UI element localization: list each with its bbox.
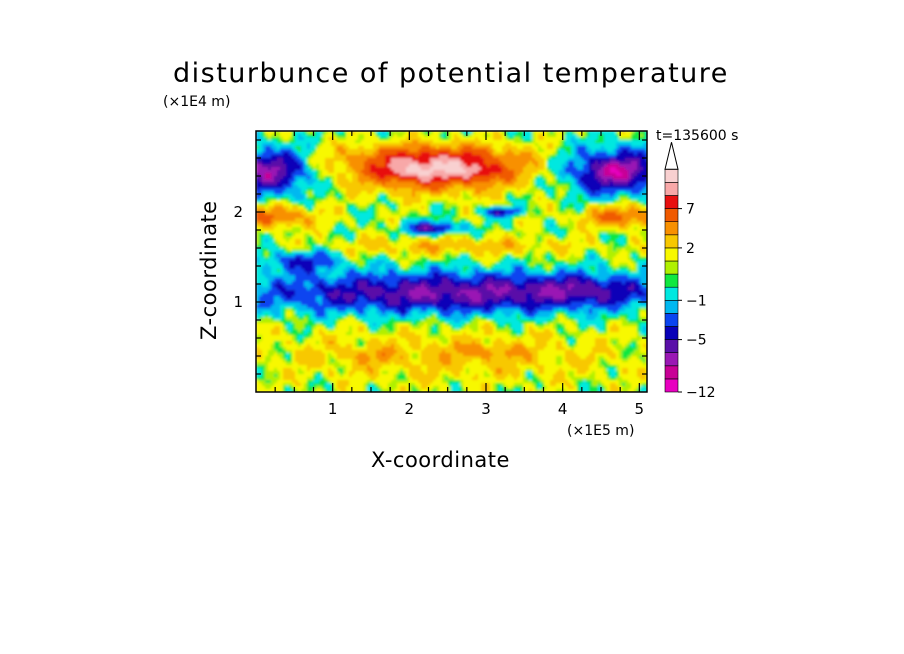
- colorbar-cell: [664, 260, 679, 275]
- x-axis-label: X-coordinate: [371, 448, 510, 472]
- colorbar-tick-label: −1: [686, 293, 707, 309]
- colorbar-tick-label: −5: [686, 333, 707, 349]
- plot-frame: [255, 130, 648, 393]
- colorbar-cell: [664, 326, 679, 340]
- x-tick-label: 5: [635, 400, 645, 418]
- x-tick-label: 2: [405, 400, 415, 418]
- x-tick-label: 1: [328, 400, 338, 418]
- y-axis: 12: [233, 139, 647, 375]
- x-unit-label: (×1E5 m): [567, 423, 635, 439]
- colorbar-cell: [664, 169, 679, 183]
- colorbar-cell: [664, 182, 679, 196]
- colorbar: −12−5−127: [664, 142, 716, 401]
- chart-title: disturbunce of potential temperature: [173, 58, 729, 89]
- y-tick-label: 2: [233, 203, 243, 221]
- colorbar-cell: [664, 221, 679, 236]
- y-tick-label: 1: [233, 293, 243, 311]
- colorbar-cell: [664, 247, 679, 262]
- temperature-field: [256, 131, 647, 392]
- x-tick-label: 3: [481, 400, 491, 418]
- colorbar-cell: [664, 208, 679, 223]
- colorbar-cell: [664, 365, 679, 380]
- colorbar-cell: [664, 313, 679, 327]
- colorbar-cell: [664, 234, 679, 249]
- colorbar-tick-label: 7: [686, 202, 695, 218]
- colorbar-tick-label: −12: [686, 385, 716, 401]
- colorbar-cell: [664, 378, 679, 393]
- colorbar-cell: [664, 299, 679, 314]
- y-axis-label: Z-coordinate: [197, 200, 221, 340]
- x-axis: 1 2 3 4 5: [274, 131, 645, 418]
- time-annotation: t=135600 s: [656, 128, 739, 144]
- x-tick-label: 4: [558, 400, 568, 418]
- colorbar-cell: [664, 195, 679, 209]
- colorbar-tick-label: 2: [686, 241, 695, 257]
- colorbar-cell: [664, 286, 679, 301]
- y-unit-label: (×1E4 m): [163, 94, 231, 110]
- colorbar-cell: [664, 339, 679, 354]
- colorbar-cell: [664, 273, 679, 288]
- colorbar-extend-arrow: [664, 142, 679, 170]
- colorbar-cell: [664, 352, 679, 367]
